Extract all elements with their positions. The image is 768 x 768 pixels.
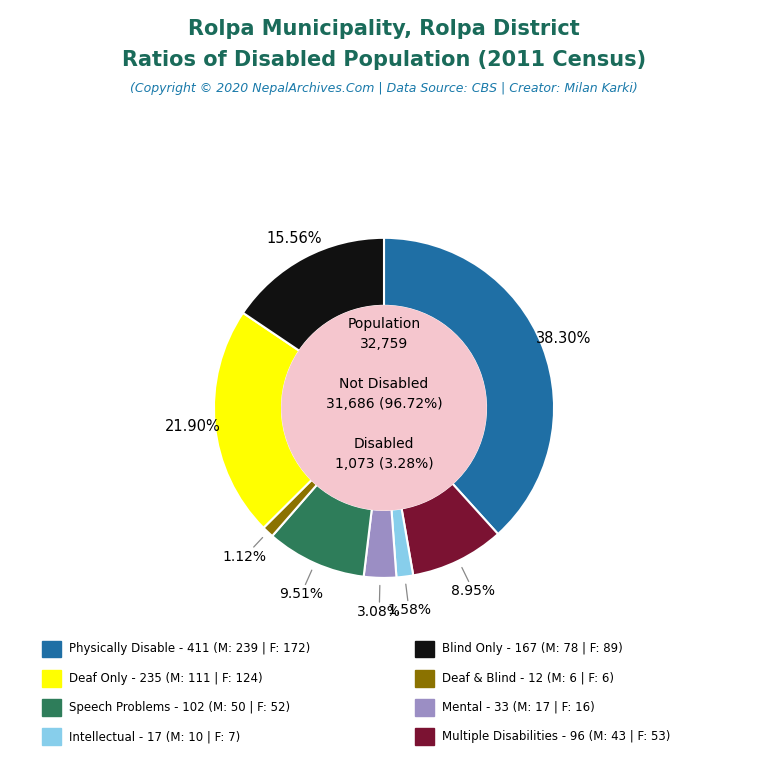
Text: 1.58%: 1.58% [387,584,431,617]
Wedge shape [392,508,413,578]
Text: 3.08%: 3.08% [357,585,401,619]
Text: 8.95%: 8.95% [452,568,495,598]
Text: 15.56%: 15.56% [266,230,322,246]
Wedge shape [384,238,554,534]
Text: Blind Only - 167 (M: 78 | F: 89): Blind Only - 167 (M: 78 | F: 89) [442,643,622,655]
Text: Speech Problems - 102 (M: 50 | F: 52): Speech Problems - 102 (M: 50 | F: 52) [69,701,290,713]
Text: Population
32,759

Not Disabled
31,686 (96.72%)

Disabled
1,073 (3.28%): Population 32,759 Not Disabled 31,686 (9… [326,317,442,472]
Text: (Copyright © 2020 NepalArchives.Com | Data Source: CBS | Creator: Milan Karki): (Copyright © 2020 NepalArchives.Com | Da… [130,82,638,95]
Text: 9.51%: 9.51% [279,570,323,601]
Text: Mental - 33 (M: 17 | F: 16): Mental - 33 (M: 17 | F: 16) [442,701,594,713]
Wedge shape [214,313,312,528]
Circle shape [282,306,486,510]
Wedge shape [263,480,317,536]
Text: Ratios of Disabled Population (2011 Census): Ratios of Disabled Population (2011 Cens… [122,50,646,70]
Text: Deaf Only - 235 (M: 111 | F: 124): Deaf Only - 235 (M: 111 | F: 124) [69,672,263,684]
Text: Multiple Disabilities - 96 (M: 43 | F: 53): Multiple Disabilities - 96 (M: 43 | F: 5… [442,730,670,743]
Wedge shape [402,484,498,575]
Text: Intellectual - 17 (M: 10 | F: 7): Intellectual - 17 (M: 10 | F: 7) [69,730,240,743]
Text: 38.30%: 38.30% [535,331,591,346]
Text: 21.90%: 21.90% [165,419,220,434]
Wedge shape [363,509,396,578]
Text: Physically Disable - 411 (M: 239 | F: 172): Physically Disable - 411 (M: 239 | F: 17… [69,643,310,655]
Text: Rolpa Municipality, Rolpa District: Rolpa Municipality, Rolpa District [188,19,580,39]
Text: Deaf & Blind - 12 (M: 6 | F: 6): Deaf & Blind - 12 (M: 6 | F: 6) [442,672,614,684]
Wedge shape [272,485,372,577]
Text: 1.12%: 1.12% [223,538,266,564]
Wedge shape [243,238,384,351]
